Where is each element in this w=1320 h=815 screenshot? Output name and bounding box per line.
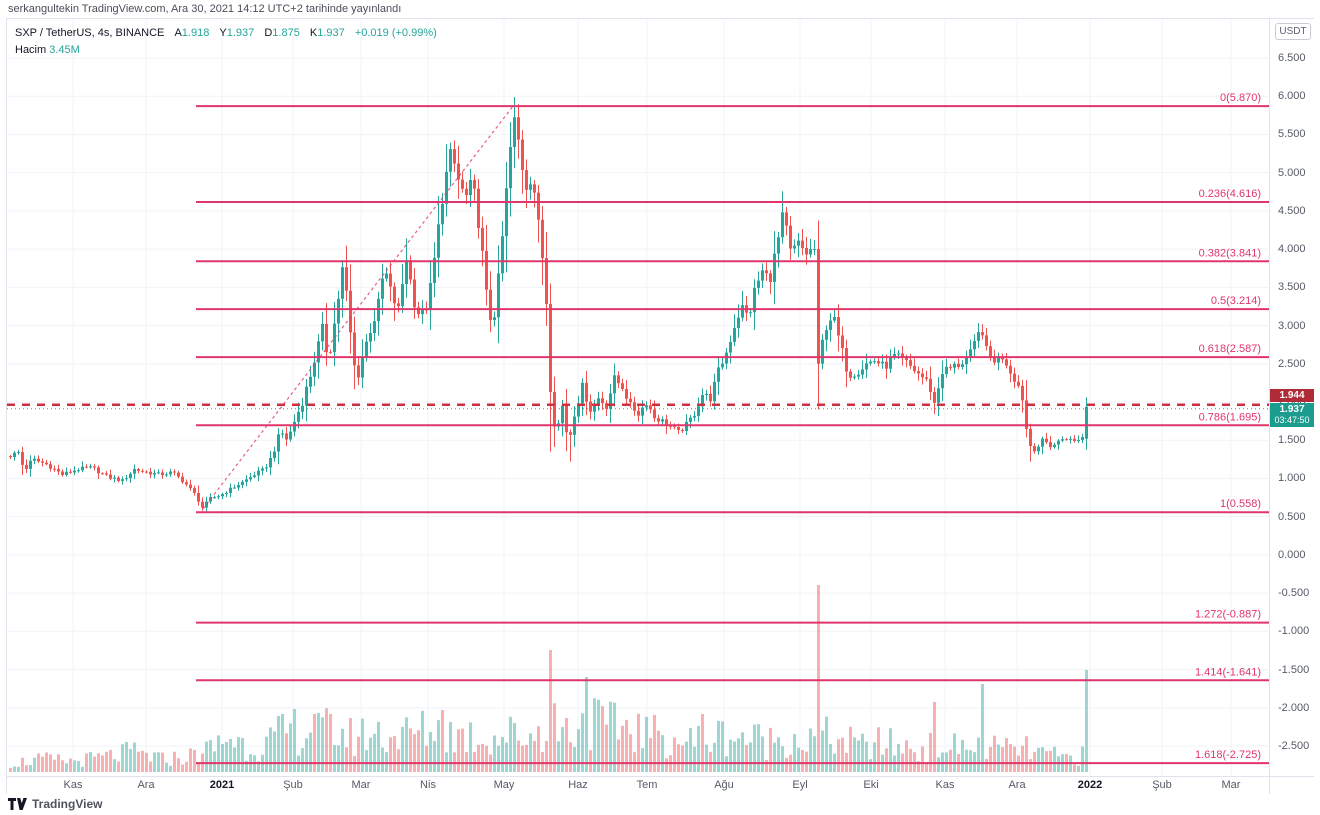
change-value: +0.019 (+0.99%)	[354, 27, 437, 39]
chart-legend: SXP / TetherUS, 4s, BINANCE A1.918 Y1.93…	[15, 25, 437, 59]
price-tick-label: 3.000	[1278, 319, 1306, 332]
time-axis-label: Ağu	[714, 779, 734, 791]
last-price-badge: 1.944	[1270, 389, 1314, 402]
price-tick-label: 0.500	[1278, 510, 1306, 523]
fib-level-label: 0.5(3.214)	[1211, 295, 1261, 307]
high-value: 1.937	[226, 27, 255, 39]
price-tick-label: 5.000	[1278, 166, 1306, 179]
low-label: D	[264, 27, 273, 39]
volume-label[interactable]: Hacim	[15, 44, 47, 56]
symbol-title[interactable]: SXP / TetherUS, 4s, BINANCE	[15, 27, 165, 39]
price-axis[interactable]: USDT 6.500 6.000 5.500 5.000 4.500 4.000 3.500…	[1269, 19, 1314, 776]
price-tick-label: 4.500	[1278, 204, 1306, 217]
price-chart-svg[interactable]: 0(5.870) 0.236(4.616) 0.382(3.841) 0.5(3.21…	[7, 19, 1269, 776]
bar-close-value: 1.937	[1279, 404, 1305, 415]
open-value: 1.918	[181, 27, 210, 39]
time-axis-label: Kas	[63, 779, 83, 791]
price-tick-label: 3.500	[1278, 281, 1306, 294]
time-axis-label: 2022	[1077, 779, 1103, 791]
price-tick-label: -0.500	[1278, 587, 1310, 600]
tradingview-wordmark[interactable]: TradingView	[32, 797, 103, 811]
plot-area[interactable]: 0(5.870) 0.236(4.616) 0.382(3.841) 0.5(3.21…	[7, 19, 1269, 776]
high-label: Y	[219, 27, 227, 39]
close-label: K	[309, 27, 318, 39]
fib-level-label: 1.272(-0.887)	[1195, 609, 1261, 621]
price-tick-label: -1.000	[1278, 625, 1310, 638]
time-axis-label: Mar	[1221, 779, 1241, 791]
price-tick-label: 5.500	[1278, 128, 1306, 141]
time-axis-label: Tem	[636, 779, 658, 791]
volume-value: 3.45M	[49, 44, 80, 56]
fib-level-label: 0(5.870)	[1220, 92, 1261, 104]
time-axis-label: Eyl	[792, 779, 808, 791]
time-axis-label: Kas	[935, 779, 955, 791]
fib-level-label: 0.236(4.616)	[1199, 188, 1261, 200]
currency-toggle-button[interactable]: USDT	[1275, 23, 1311, 40]
low-value: 1.875	[272, 27, 300, 39]
time-axis-label: Şub	[283, 779, 303, 791]
attribution-row: TradingView	[8, 797, 102, 811]
fib-level-label: 0.786(1.695)	[1199, 411, 1261, 423]
time-axis-label: Mar	[351, 779, 371, 791]
price-tick-label: 0.000	[1278, 548, 1306, 561]
price-tick-label: -2.000	[1278, 701, 1310, 714]
open-label: A	[174, 27, 182, 39]
chart-widget: 0(5.870) 0.236(4.616) 0.382(3.841) 0.5(3.21…	[6, 18, 1314, 794]
price-tick-label: 6.000	[1278, 90, 1306, 103]
price-tick-label: -1.500	[1278, 663, 1310, 676]
bar-close-badge: 1.937 03:47:50	[1270, 403, 1314, 427]
price-tick-label: 2.500	[1278, 357, 1306, 370]
price-tick-label: -2.500	[1278, 739, 1310, 752]
price-tick-label: 1.500	[1278, 434, 1306, 447]
time-axis-label: Ara	[137, 779, 155, 791]
time-axis-label: Nis	[420, 779, 436, 791]
close-value: 1.937	[317, 27, 345, 39]
time-axis-label: 2021	[209, 779, 235, 791]
axis-corner	[1269, 776, 1314, 794]
fib-level-label: 0.382(3.841)	[1199, 247, 1261, 259]
fib-level-label: 1.414(-1.641)	[1195, 666, 1261, 678]
fib-level-label: 0.618(2.587)	[1199, 343, 1261, 355]
tradingview-logo-icon[interactable]	[8, 797, 27, 811]
price-tick-label: 4.000	[1278, 243, 1306, 256]
time-axis[interactable]: Kas Ara 2021 Şub Mar Nis May Haz Tem Ağu Eyl Eki Kas…	[7, 776, 1269, 794]
time-axis-label: Eki	[863, 779, 879, 791]
price-tick-label: 6.500	[1278, 52, 1306, 64]
bar-countdown: 03:47:50	[1274, 415, 1310, 425]
time-axis-label: Şub	[1152, 779, 1172, 791]
price-tick-label: 1.000	[1278, 472, 1306, 485]
fib-level-label: 1(0.558)	[1220, 498, 1261, 510]
fib-level-label: 1.618(-2.725)	[1195, 749, 1261, 761]
time-axis-label: Haz	[568, 779, 588, 791]
time-axis-label: May	[493, 779, 515, 791]
publish-byline: serkangultekin TradingView.com, Ara 30, …	[8, 3, 402, 15]
time-axis-label: Ara	[1008, 779, 1026, 791]
